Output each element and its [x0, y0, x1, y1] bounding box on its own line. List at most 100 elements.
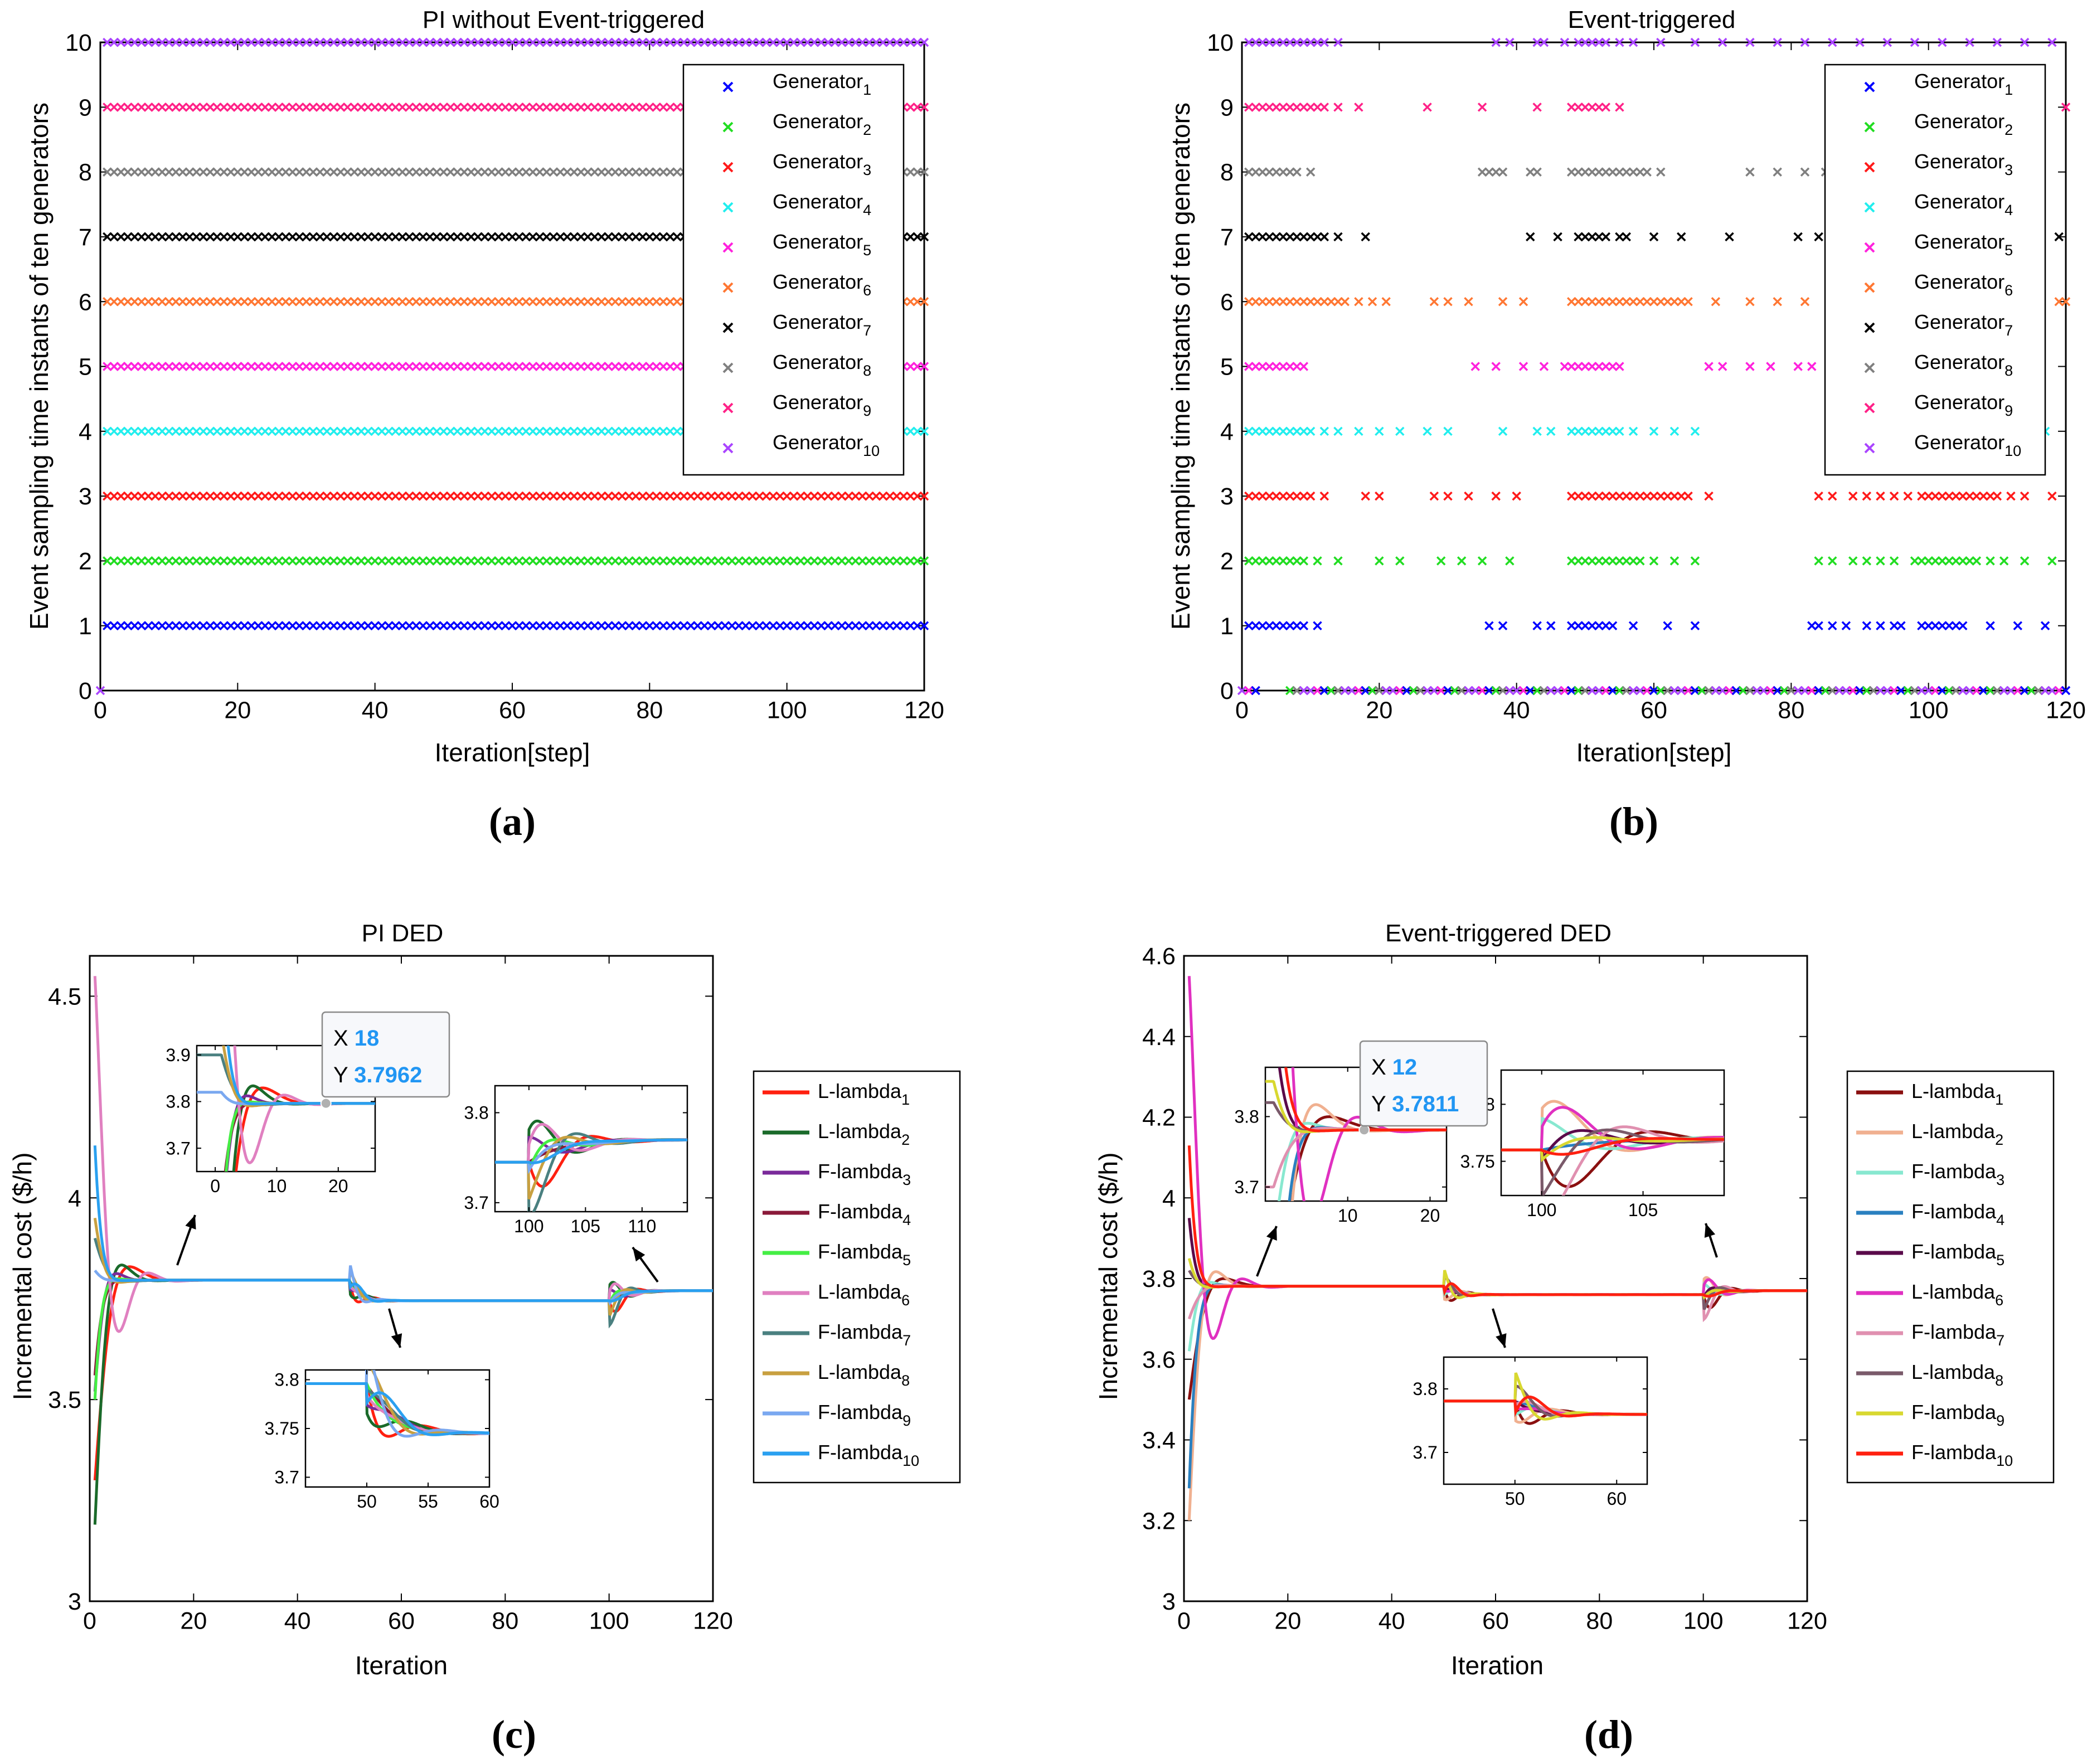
- scatter-point: [768, 621, 778, 630]
- scatter-point: [604, 556, 613, 566]
- scatter-point: [445, 621, 455, 630]
- scatter-point: [1333, 426, 1343, 436]
- scatter-point: [260, 426, 270, 436]
- scatter-point: [274, 621, 284, 630]
- scatter-point: [1903, 491, 1913, 501]
- scatter-point: [666, 491, 675, 501]
- scatter-point: [439, 491, 449, 501]
- scatter-point: [151, 491, 160, 501]
- scatter-point: [370, 621, 380, 630]
- scatter-point: [130, 556, 139, 566]
- scatter-point: [624, 556, 634, 566]
- scatter-point: [1498, 686, 1508, 696]
- chart-a-legend: Generator1Generator2Generator3Generator4…: [682, 64, 905, 476]
- scatter-point: [130, 103, 139, 112]
- scatter-point: [1375, 426, 1384, 436]
- scatter-point: [397, 297, 407, 307]
- scatter-point: [473, 37, 483, 47]
- scatter-point: [260, 167, 270, 177]
- scatter-point: [596, 556, 606, 566]
- scatter-point: [1587, 232, 1597, 242]
- scatter-point: [198, 426, 208, 436]
- scatter-point: [1827, 621, 1837, 630]
- scatter-point: [1864, 402, 1875, 414]
- scatter-point: [576, 491, 586, 501]
- scatter-point: [1663, 621, 1672, 630]
- scatter-point: [123, 426, 133, 436]
- scatter-point: [1305, 37, 1316, 47]
- scatter-point: [1285, 103, 1295, 112]
- scatter-point: [384, 232, 394, 242]
- scatter-point: [1864, 162, 1875, 173]
- scatter-point: [549, 556, 559, 566]
- scatter-point: [1868, 686, 1879, 696]
- scatter-point: [1773, 37, 1782, 47]
- scatter-point: [459, 621, 469, 630]
- scatter-point: [1876, 686, 1885, 696]
- scatter-point: [1855, 37, 1865, 47]
- scatter-point: [722, 282, 734, 293]
- scatter-point: [171, 556, 181, 566]
- scatter-point: [1305, 426, 1316, 436]
- scatter-point: [343, 556, 352, 566]
- scatter-point: [1305, 686, 1316, 696]
- scatter-point: [652, 491, 661, 501]
- scatter-point: [432, 297, 441, 307]
- scatter-point: [1271, 103, 1281, 112]
- scatter-point: [515, 167, 524, 177]
- scatter-point: [103, 362, 112, 371]
- scatter-point: [528, 297, 538, 307]
- scatter-point: [1793, 362, 1803, 371]
- scatter-point: [151, 297, 160, 307]
- y-tick-label: 3: [79, 483, 92, 510]
- scatter-point: [343, 232, 352, 242]
- scatter-point: [143, 297, 153, 307]
- scatter-point: [1258, 167, 1268, 177]
- scatter-point: [555, 37, 565, 47]
- scatter-point: [315, 556, 325, 566]
- scatter-point: [1258, 232, 1268, 242]
- scatter-point: [501, 491, 510, 501]
- scatter-point: [714, 37, 723, 47]
- scatter-point: [761, 37, 771, 47]
- scatter-point: [123, 491, 133, 501]
- x-tick-label: 0: [94, 697, 107, 723]
- scatter-point: [1258, 362, 1268, 371]
- scatter-point: [192, 426, 201, 436]
- scatter-point: [198, 621, 208, 630]
- scatter-point: [1917, 556, 1926, 566]
- scatter-point: [2013, 621, 2023, 630]
- scatter-point: [336, 621, 346, 630]
- y-tick-label: 3.7: [274, 1467, 299, 1488]
- scatter-point: [445, 556, 455, 566]
- scatter-point: [1683, 686, 1693, 696]
- scatter-point: [542, 491, 551, 501]
- scatter-point: [1628, 37, 1638, 47]
- scatter-point: [391, 491, 400, 501]
- scatter-point: [1862, 686, 1872, 696]
- scatter-point: [1587, 362, 1597, 371]
- scatter-point: [501, 556, 510, 566]
- scatter-point: [384, 621, 394, 630]
- scatter-point: [1285, 37, 1295, 47]
- scatter-point: [1553, 232, 1562, 242]
- scatter-point: [666, 167, 675, 177]
- scatter-point: [432, 167, 441, 177]
- scatter-point: [205, 491, 215, 501]
- chart-d-plot-area: [1183, 955, 1808, 1602]
- scatter-point: [693, 491, 702, 501]
- scatter-point: [164, 556, 174, 566]
- scatter-point: [178, 491, 188, 501]
- scatter-point: [1484, 686, 1494, 696]
- scatter-point: [109, 426, 119, 436]
- scatter-point: [1265, 167, 1274, 177]
- scatter-point: [722, 202, 734, 213]
- scatter-point: [596, 426, 606, 436]
- inset-series-line: [1501, 1137, 1724, 1156]
- scatter-point: [192, 167, 201, 177]
- scatter-point: [240, 491, 249, 501]
- scatter-point: [329, 426, 339, 436]
- scatter-point: [1896, 686, 1906, 696]
- scatter-point: [562, 37, 572, 47]
- scatter-point: [281, 297, 290, 307]
